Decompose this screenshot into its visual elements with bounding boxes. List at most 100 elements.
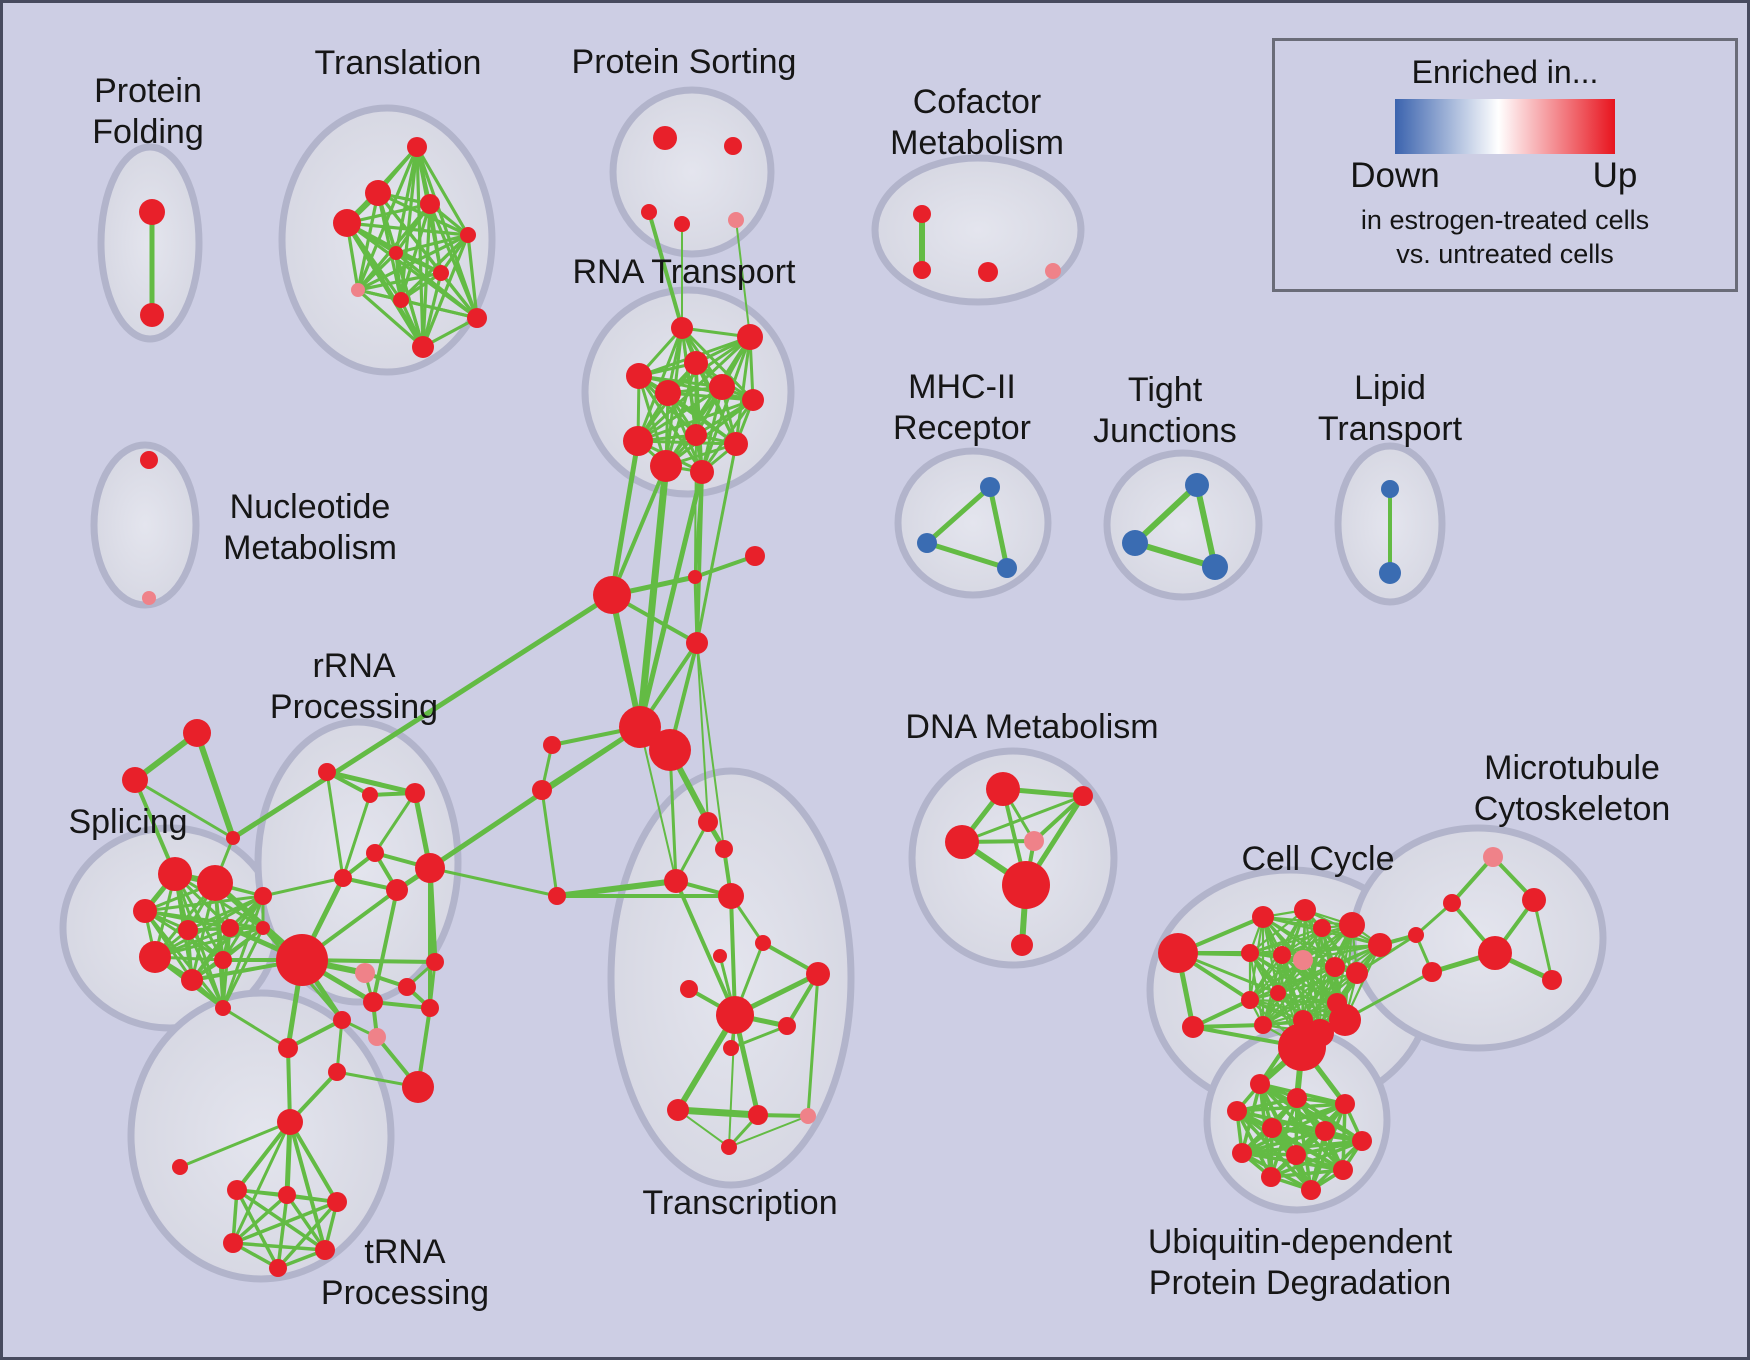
network-node — [980, 477, 1000, 497]
network-edge — [428, 866, 559, 898]
network-node — [139, 199, 165, 225]
cluster-label-mhc-ii-receptor: MHC-II — [908, 368, 1016, 406]
cluster-label-tight-junctions: Junctions — [1093, 412, 1237, 450]
network-node — [351, 283, 365, 297]
network-edge — [540, 788, 559, 898]
network-edge — [345, 202, 432, 225]
cluster-label-mhc-ii-receptor: Receptor — [893, 409, 1031, 447]
cluster-label-lipid-transport: Transport — [1318, 410, 1463, 448]
network-node — [737, 324, 763, 350]
network-edge — [728, 1014, 736, 1148]
network-edge — [636, 462, 670, 731]
network-edge — [1132, 540, 1218, 570]
network-edge — [288, 1120, 327, 1252]
network-node — [724, 432, 748, 456]
network-node — [256, 921, 270, 935]
network-edge — [466, 233, 479, 320]
network-node — [913, 205, 931, 223]
network-node — [328, 1063, 346, 1081]
cluster-ellipse-cofactor-metabolism — [871, 154, 1085, 306]
node-layer — [122, 126, 1562, 1277]
network-node — [1158, 933, 1198, 973]
cluster-label-transcription: Transcription — [642, 1184, 837, 1222]
network-node — [655, 380, 681, 406]
network-edge — [668, 748, 678, 883]
network-node — [1287, 1088, 1307, 1108]
network-node — [685, 424, 707, 446]
cluster-label-microtubule-cytoskeleton: Cytoskeleton — [1474, 790, 1671, 828]
cluster-label-rna-transport: RNA Transport — [573, 253, 797, 291]
network-edge — [693, 575, 699, 645]
network-node — [1522, 888, 1546, 912]
network-node — [593, 576, 631, 614]
network-node — [1293, 950, 1313, 970]
legend-caption: in estrogen-treated cells vs. untreated … — [1275, 203, 1735, 271]
network-edge — [143, 894, 265, 913]
network-node — [1250, 1074, 1270, 1094]
network-edge — [729, 1024, 789, 1050]
network-edge — [341, 793, 372, 880]
network-edge — [1301, 943, 1382, 962]
network-node — [800, 1108, 816, 1124]
network-node — [420, 194, 440, 214]
network-edge — [344, 220, 426, 350]
network-node — [1379, 562, 1401, 584]
network-node — [1325, 957, 1345, 977]
cluster-label-cell-cycle: Cell Cycle — [1241, 840, 1394, 878]
legend-up-label: Up — [1592, 156, 1638, 195]
network-edge — [356, 233, 470, 292]
network-node — [140, 303, 164, 327]
network-node — [140, 451, 158, 469]
network-edge — [276, 1200, 339, 1270]
network-node — [543, 736, 561, 754]
network-edge — [1248, 958, 1305, 1002]
network-edge — [1248, 908, 1307, 955]
cluster-label-translation: Translation — [315, 44, 482, 82]
network-edge — [1270, 1126, 1345, 1172]
cluster-label-nucleotide-metabolism: Nucleotide — [230, 488, 391, 526]
cluster-ellipse-tight-junctions — [1103, 449, 1263, 601]
network-node — [716, 996, 754, 1034]
network-node — [723, 1040, 739, 1056]
network-node — [333, 209, 361, 237]
network-edge — [734, 335, 752, 446]
network-edge — [394, 233, 470, 255]
network-node — [133, 899, 157, 923]
network-edge — [674, 1106, 762, 1119]
network-edge — [235, 1120, 292, 1192]
network-node — [548, 887, 566, 905]
network-node — [227, 1180, 247, 1200]
network-node — [172, 1159, 188, 1175]
network-edge — [1248, 953, 1284, 1002]
network-node — [1202, 554, 1228, 580]
legend-down-label: Down — [1350, 156, 1440, 195]
network-node — [402, 1071, 434, 1103]
network-edge — [261, 876, 345, 898]
network-node — [1073, 786, 1093, 806]
network-node — [1294, 899, 1316, 921]
network-edge — [1261, 915, 1354, 927]
network-edge — [178, 1120, 292, 1169]
cluster-label-dna-metabolism: DNA Metabolism — [905, 708, 1158, 746]
network-edge — [960, 794, 1085, 844]
network-node — [721, 1139, 737, 1155]
network-edge — [231, 1200, 339, 1245]
cluster-label-microtubule-cytoskeleton: Microtubule — [1484, 749, 1660, 787]
network-edge — [1235, 1102, 1347, 1113]
network-node — [1346, 962, 1368, 984]
network-edge — [1032, 794, 1085, 843]
network-edge — [421, 271, 443, 349]
network-node — [728, 212, 744, 228]
network-edge — [636, 439, 738, 446]
network-edge — [693, 470, 704, 579]
network-node — [1333, 1160, 1353, 1180]
network-node — [1241, 991, 1259, 1009]
network-node — [680, 980, 698, 998]
network-node — [1261, 1167, 1281, 1187]
network-edge — [694, 361, 738, 446]
network-edge — [987, 484, 1010, 571]
network-edge — [230, 592, 615, 841]
network-node — [366, 844, 384, 862]
network-node — [1278, 1023, 1326, 1071]
